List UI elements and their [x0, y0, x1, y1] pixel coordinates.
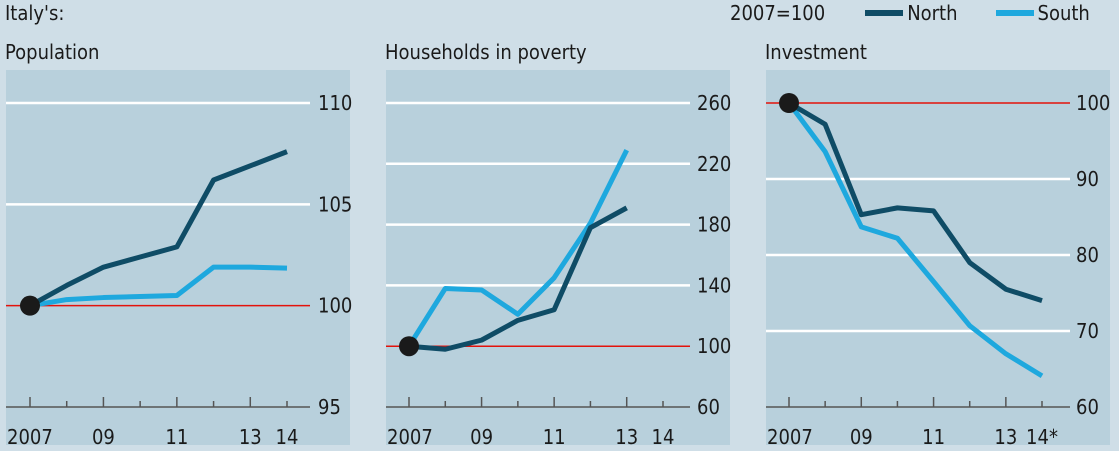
legend-item-south: South [995, 1, 1090, 25]
series-line-south [29, 264, 288, 309]
y-tick-label: 90 [1076, 167, 1099, 191]
x-tick-label: 09 [92, 425, 115, 449]
legend-item-north: North [865, 1, 958, 25]
series-line-north [408, 205, 628, 352]
legend-label-north: North [907, 1, 958, 25]
x-tick-label: 13 [994, 425, 1017, 449]
series-line-north [787, 100, 1043, 303]
start-marker [399, 336, 419, 357]
series-line-south [786, 101, 1044, 378]
legend: 2007=100 North South [730, 1, 1090, 25]
series-line-south [406, 149, 629, 348]
x-tick-label: 11 [922, 425, 945, 449]
y-tick-label: 260 [697, 91, 731, 115]
panel-title-population: Population [5, 40, 100, 64]
y-tick-label: 100 [1076, 91, 1110, 115]
x-tick-label: 09 [850, 425, 873, 449]
x-tick-label: 14* [1026, 425, 1058, 449]
x-tick-label: 14 [276, 425, 299, 449]
plot-area-1 [386, 70, 730, 445]
panel-title-poverty: Households in poverty [385, 40, 587, 64]
y-tick-label: 100 [697, 334, 731, 358]
y-tick-label: 70 [1076, 319, 1099, 343]
x-tick-label: 14 [652, 425, 675, 449]
x-tick-label: 2007 [767, 425, 813, 449]
x-tick-label: 13 [239, 425, 262, 449]
plot-area-2 [766, 70, 1110, 445]
plot-area-0 [6, 70, 350, 445]
x-tick-label: 11 [543, 425, 566, 449]
series-line-north [28, 149, 288, 308]
y-tick-label: 60 [1076, 395, 1099, 419]
legend-swatch-north [865, 10, 904, 16]
x-tick-label: 2007 [7, 425, 53, 449]
x-tick-label: 11 [165, 425, 188, 449]
panel-title-investment: Investment [765, 40, 867, 64]
x-tick-label: 2007 [387, 425, 433, 449]
y-tick-label: 220 [697, 152, 731, 176]
legend-label-south: South [1037, 1, 1090, 25]
supertitle: Italy's: [5, 1, 65, 25]
start-marker [20, 295, 40, 316]
start-marker [779, 93, 799, 113]
y-tick-label: 95 [318, 395, 341, 419]
legend-swatch-south [995, 10, 1034, 16]
y-tick-label: 100 [318, 294, 352, 318]
y-tick-label: 180 [697, 213, 731, 237]
y-tick-label: 110 [318, 91, 352, 115]
y-tick-label: 80 [1076, 243, 1099, 267]
y-tick-label: 140 [697, 273, 731, 297]
index-note: 2007=100 [730, 1, 826, 25]
x-tick-label: 13 [615, 425, 638, 449]
y-tick-label: 60 [697, 395, 720, 419]
x-tick-label: 09 [470, 425, 493, 449]
y-tick-label: 105 [318, 192, 352, 216]
